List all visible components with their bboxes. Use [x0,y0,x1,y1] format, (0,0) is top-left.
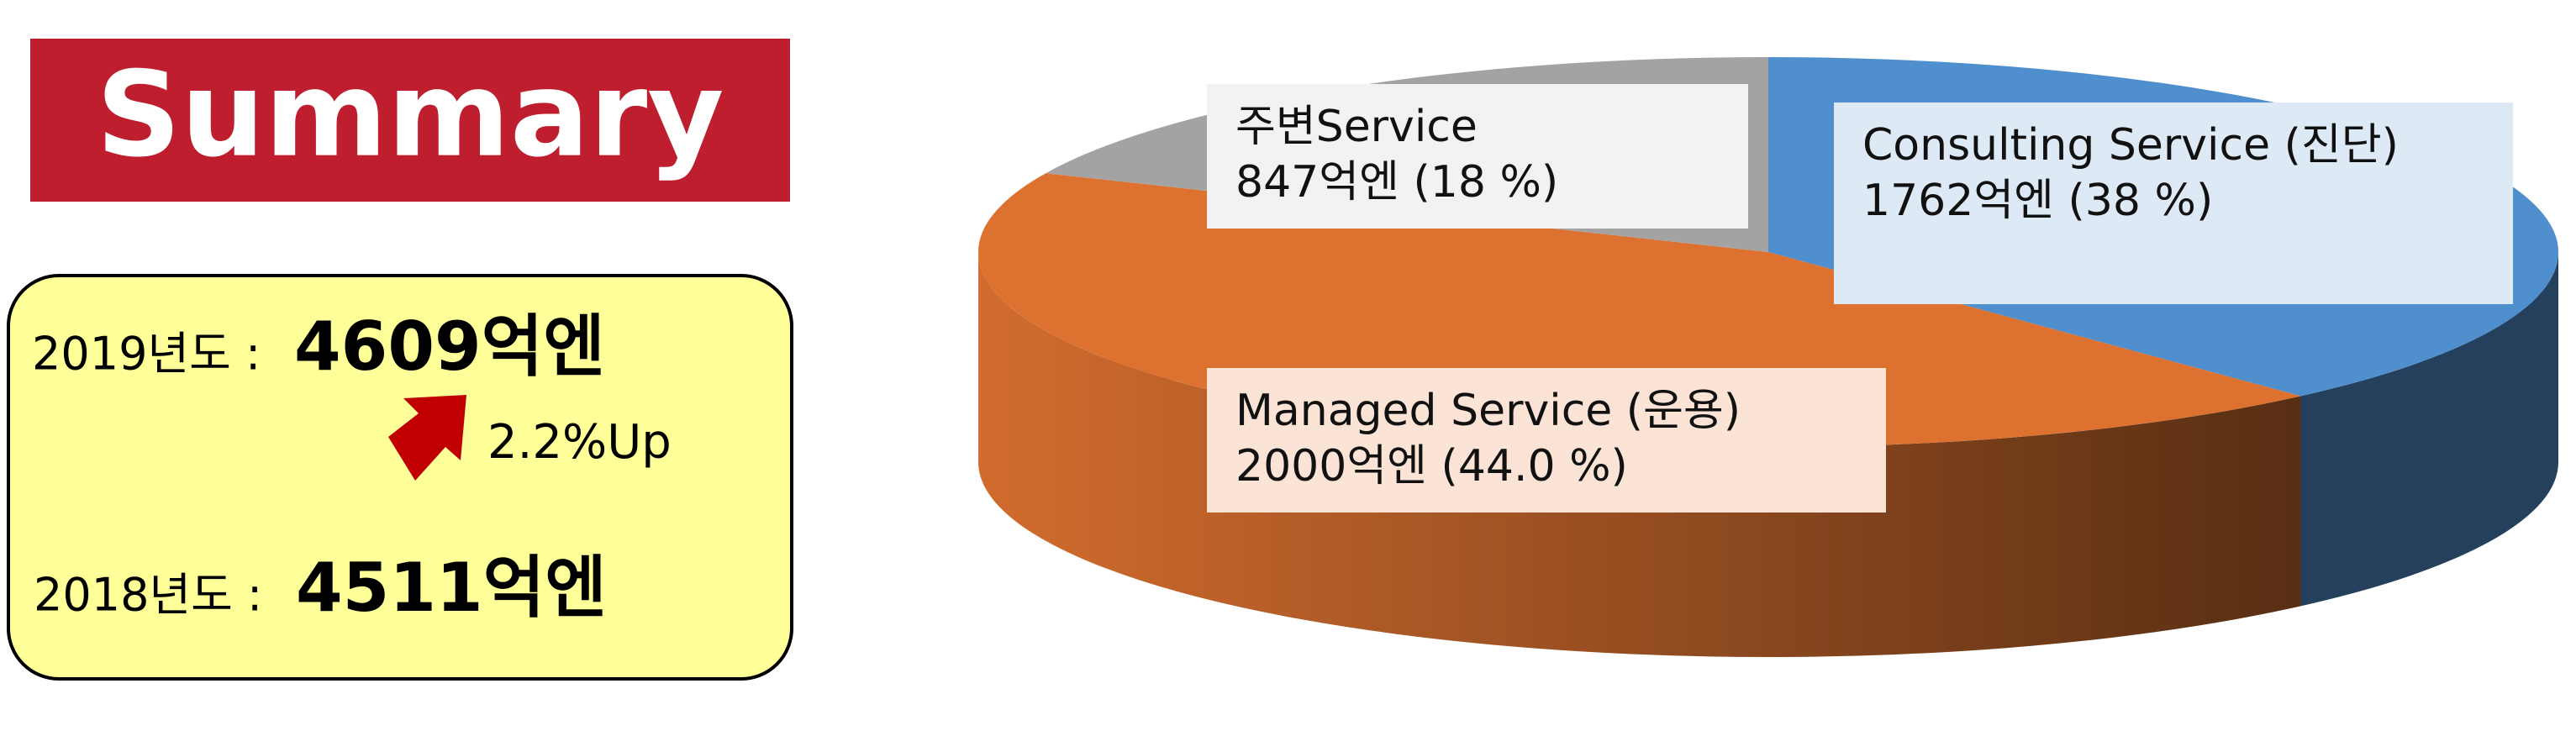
value-label: 847억엔 (18 %) [1235,157,1558,208]
pie-labels: Consulting Service (진단)1762억엔 (38 %) Mana… [1207,84,2513,513]
label-box [1207,84,1748,229]
up-arrow [388,395,466,481]
label-box [1834,103,2513,304]
label-box [1207,368,1886,513]
year-amount: 4609억엔 [294,308,605,386]
value-label: 2000억엔 (44.0 %) [1235,441,1628,492]
slice-side [2300,252,2558,607]
year-amount: 4511억엔 [296,549,607,627]
year-label: 2019년도 : [32,328,261,381]
slice-label: Managed Service (운용) [1235,386,1741,436]
growth-label: 2.2%Up [487,415,672,470]
summary-banner [30,39,790,202]
summary-title: Summary [96,47,724,184]
summary-box [7,274,793,681]
slice-label: 주변Service [1235,102,1478,152]
value-label: 1762억엔 (38 %) [1862,176,2213,226]
year-label: 2018년도 : [34,569,262,622]
slice-label: Consulting Service (진단) [1862,120,2399,171]
